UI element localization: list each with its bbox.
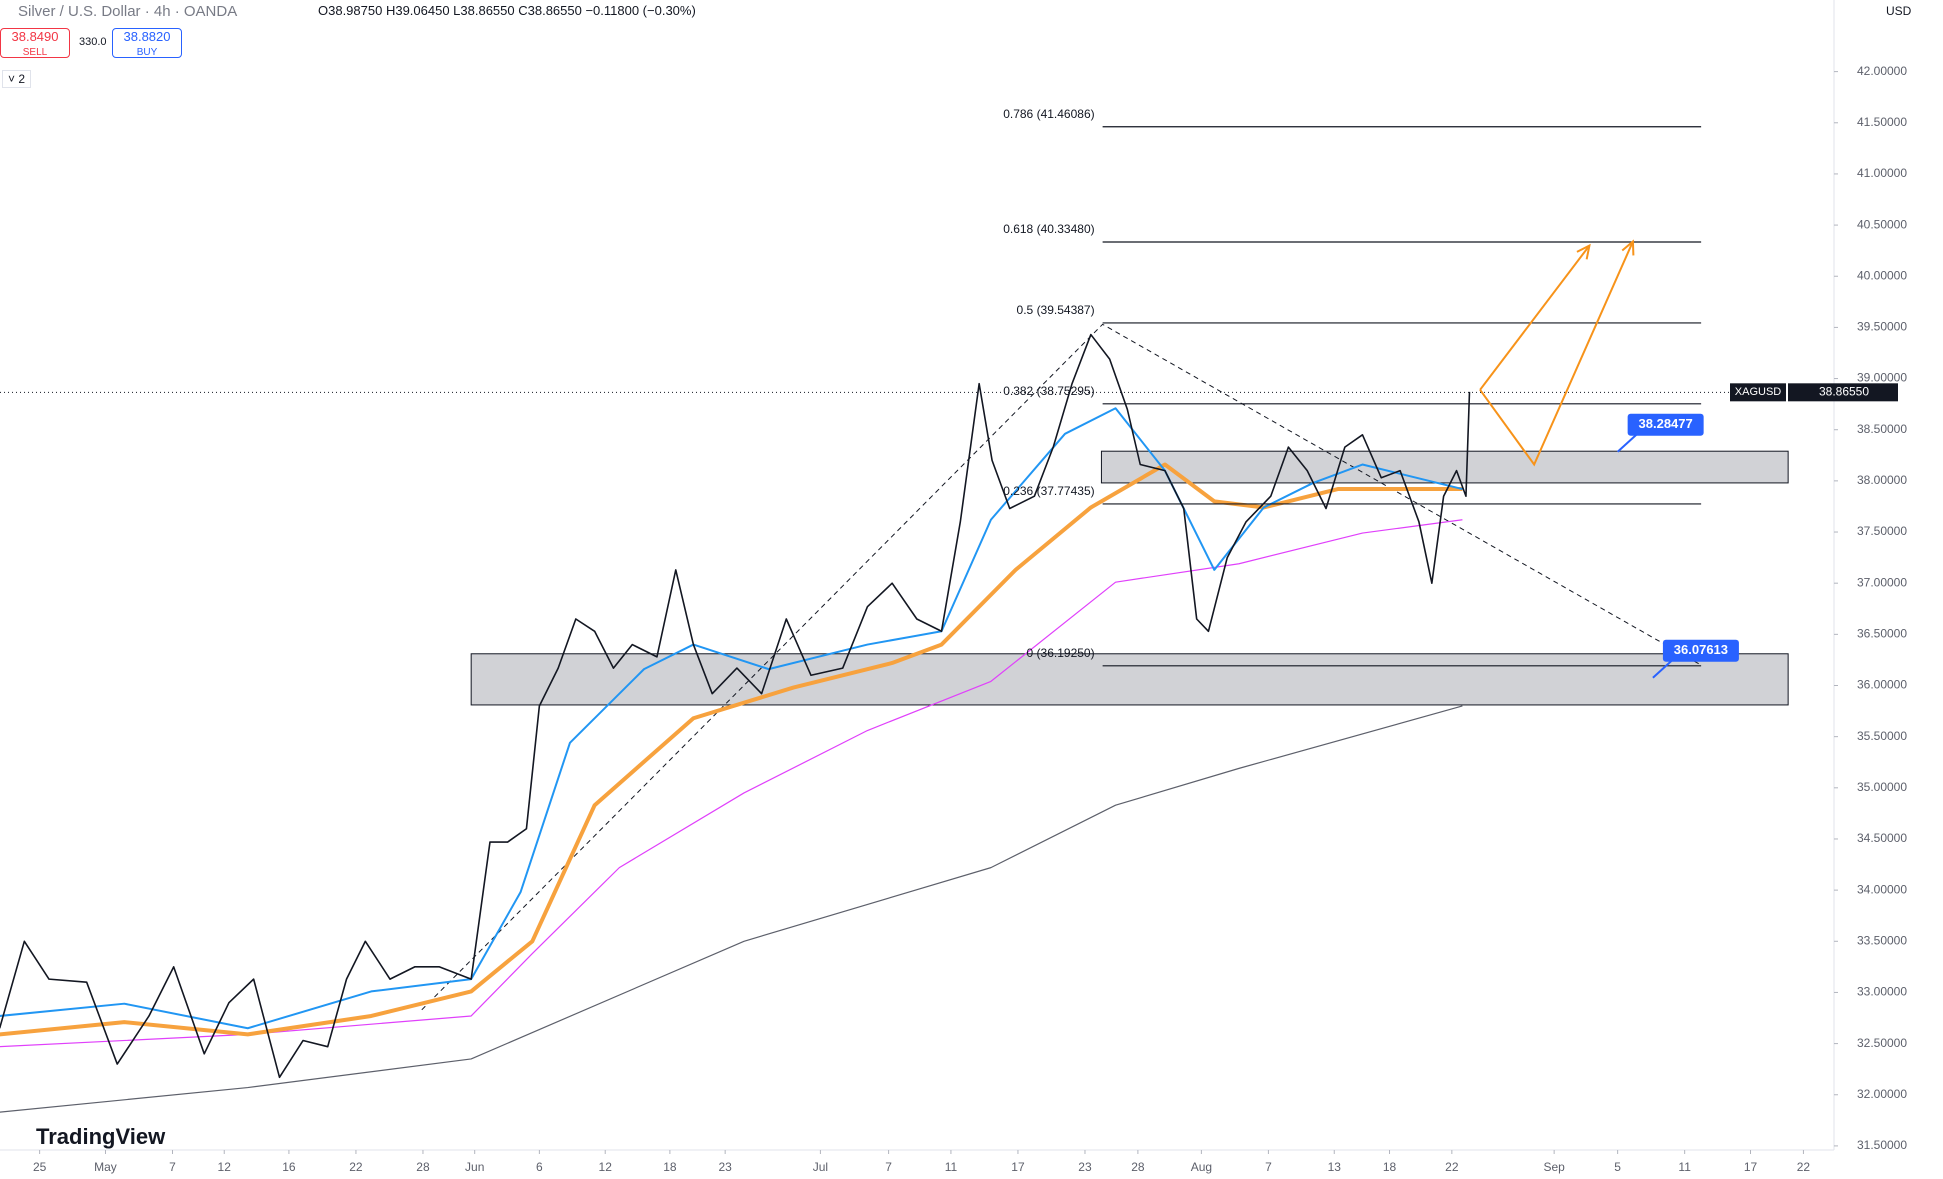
sell-price: 38.8490: [11, 29, 59, 44]
last-price-label: 38.86550: [1819, 384, 1869, 398]
x-tick-label: 7: [885, 1160, 892, 1174]
y-tick-label: 39.00000: [1857, 371, 1907, 385]
y-tick-label: 37.00000: [1857, 575, 1907, 589]
y-tick-label: 38.00000: [1857, 473, 1907, 487]
indicator-toggle[interactable]: ˅ 2: [2, 70, 32, 88]
callout-box: [1627, 413, 1704, 436]
y-tick-label: 32.00000: [1857, 1087, 1907, 1101]
series-line: [0, 462, 1463, 1037]
y-tick-label: 41.50000: [1857, 115, 1907, 129]
fib-label: 0 (36.19250): [1027, 646, 1095, 660]
x-tick-label: 25: [33, 1160, 47, 1174]
series-line: [0, 705, 1463, 1113]
y-tick-label: 35.00000: [1857, 780, 1907, 794]
series-line: [0, 519, 1463, 1048]
symbol-title[interactable]: Silver / U.S. Dollar · 4h · OANDA: [18, 3, 238, 20]
x-tick-label: 28: [1131, 1160, 1145, 1174]
callout-label: 36.07613: [1674, 642, 1728, 657]
x-tick-label: 16: [282, 1160, 296, 1174]
callout-label: 38.28477: [1639, 416, 1693, 431]
fib-label: 0.618 (40.33480): [1003, 222, 1094, 236]
x-tick-label: 12: [599, 1160, 613, 1174]
x-tick-label: 23: [1078, 1160, 1092, 1174]
x-tick-label: May: [94, 1160, 117, 1174]
y-tick-label: 40.00000: [1857, 268, 1907, 282]
y-tick-label: 35.50000: [1857, 729, 1907, 743]
y-tick-label: 34.50000: [1857, 831, 1907, 845]
x-tick-label: 18: [663, 1160, 677, 1174]
x-tick-label: 7: [1265, 1160, 1272, 1174]
callout-box: [1662, 639, 1739, 662]
x-tick-label: 17: [1744, 1160, 1758, 1174]
y-tick-label: 32.50000: [1857, 1036, 1907, 1050]
projection-arrow: [1479, 244, 1591, 391]
fib-label: 0.382 (38.75295): [1003, 384, 1094, 398]
fib-label: 0.5 (39.54387): [1017, 303, 1095, 317]
x-tick-label: 22: [1445, 1160, 1459, 1174]
currency[interactable]: USD: [1886, 4, 1912, 18]
series-line: [0, 407, 1463, 1030]
x-tick-label: 13: [1328, 1160, 1342, 1174]
y-tick-label: 33.50000: [1857, 933, 1907, 947]
y-tick-label: 38.50000: [1857, 422, 1907, 436]
x-tick-label: 6: [536, 1160, 543, 1174]
x-tick-label: 7: [169, 1160, 176, 1174]
last-price-box: [1788, 383, 1898, 402]
x-tick-label: 11: [1678, 1160, 1691, 1174]
y-tick-label: 39.50000: [1857, 320, 1907, 334]
zone: [470, 653, 1789, 706]
fib-label: 0.236 (37.77435): [1003, 484, 1094, 498]
buy-price: 38.8820: [123, 29, 171, 44]
x-tick-label: 12: [218, 1160, 232, 1174]
spread: 330.0: [79, 36, 107, 48]
arrow-head: [1621, 239, 1635, 256]
y-tick-label: 40.50000: [1857, 217, 1907, 231]
y-tick-label: 36.00000: [1857, 678, 1907, 692]
zone: [1100, 450, 1789, 484]
y-tick-label: 37.50000: [1857, 524, 1907, 538]
x-tick-label: 28: [416, 1160, 430, 1174]
x-tick-label: 5: [1614, 1160, 1621, 1174]
indicator-count: 2: [18, 72, 26, 86]
symbol-box: [1730, 383, 1786, 402]
trend-line: [421, 323, 1702, 1011]
y-tick-label: 42.00000: [1857, 64, 1907, 78]
x-tick-label: 22: [1797, 1160, 1811, 1174]
arrow-head: [1576, 243, 1591, 260]
x-tick-label: 23: [718, 1160, 732, 1174]
symbol-label: XAGUSD: [1735, 386, 1782, 398]
x-tick-label: 17: [1011, 1160, 1025, 1174]
logo: TradingView: [36, 1124, 166, 1149]
y-tick-label: 33.00000: [1857, 985, 1907, 999]
buy-button[interactable]: 38.8820 BUY: [112, 28, 182, 58]
x-tick-label: Jun: [465, 1160, 484, 1174]
fib-label: 0.786 (41.46086): [1003, 107, 1094, 121]
y-tick-label: 31.50000: [1857, 1138, 1907, 1152]
y-tick-label: 41.00000: [1857, 166, 1907, 180]
x-tick-label: Sep: [1543, 1160, 1565, 1174]
y-tick-label: 34.00000: [1857, 882, 1907, 896]
x-tick-label: Jul: [813, 1160, 828, 1174]
x-tick-label: 18: [1383, 1160, 1397, 1174]
buy-label: BUY: [136, 47, 158, 58]
ohlc: O38.98750 H39.06450 L38.86550 C38.86550 …: [318, 3, 696, 18]
x-tick-label: 22: [349, 1160, 363, 1174]
sell-button[interactable]: 38.8490 SELL: [0, 28, 70, 58]
sell-label: SELL: [22, 47, 48, 58]
projection-arrow: [1479, 241, 1634, 467]
series-line: [0, 333, 1471, 1079]
x-tick-label: Aug: [1191, 1160, 1212, 1174]
x-tick-label: 11: [945, 1160, 958, 1174]
y-tick-label: 36.50000: [1857, 627, 1907, 641]
